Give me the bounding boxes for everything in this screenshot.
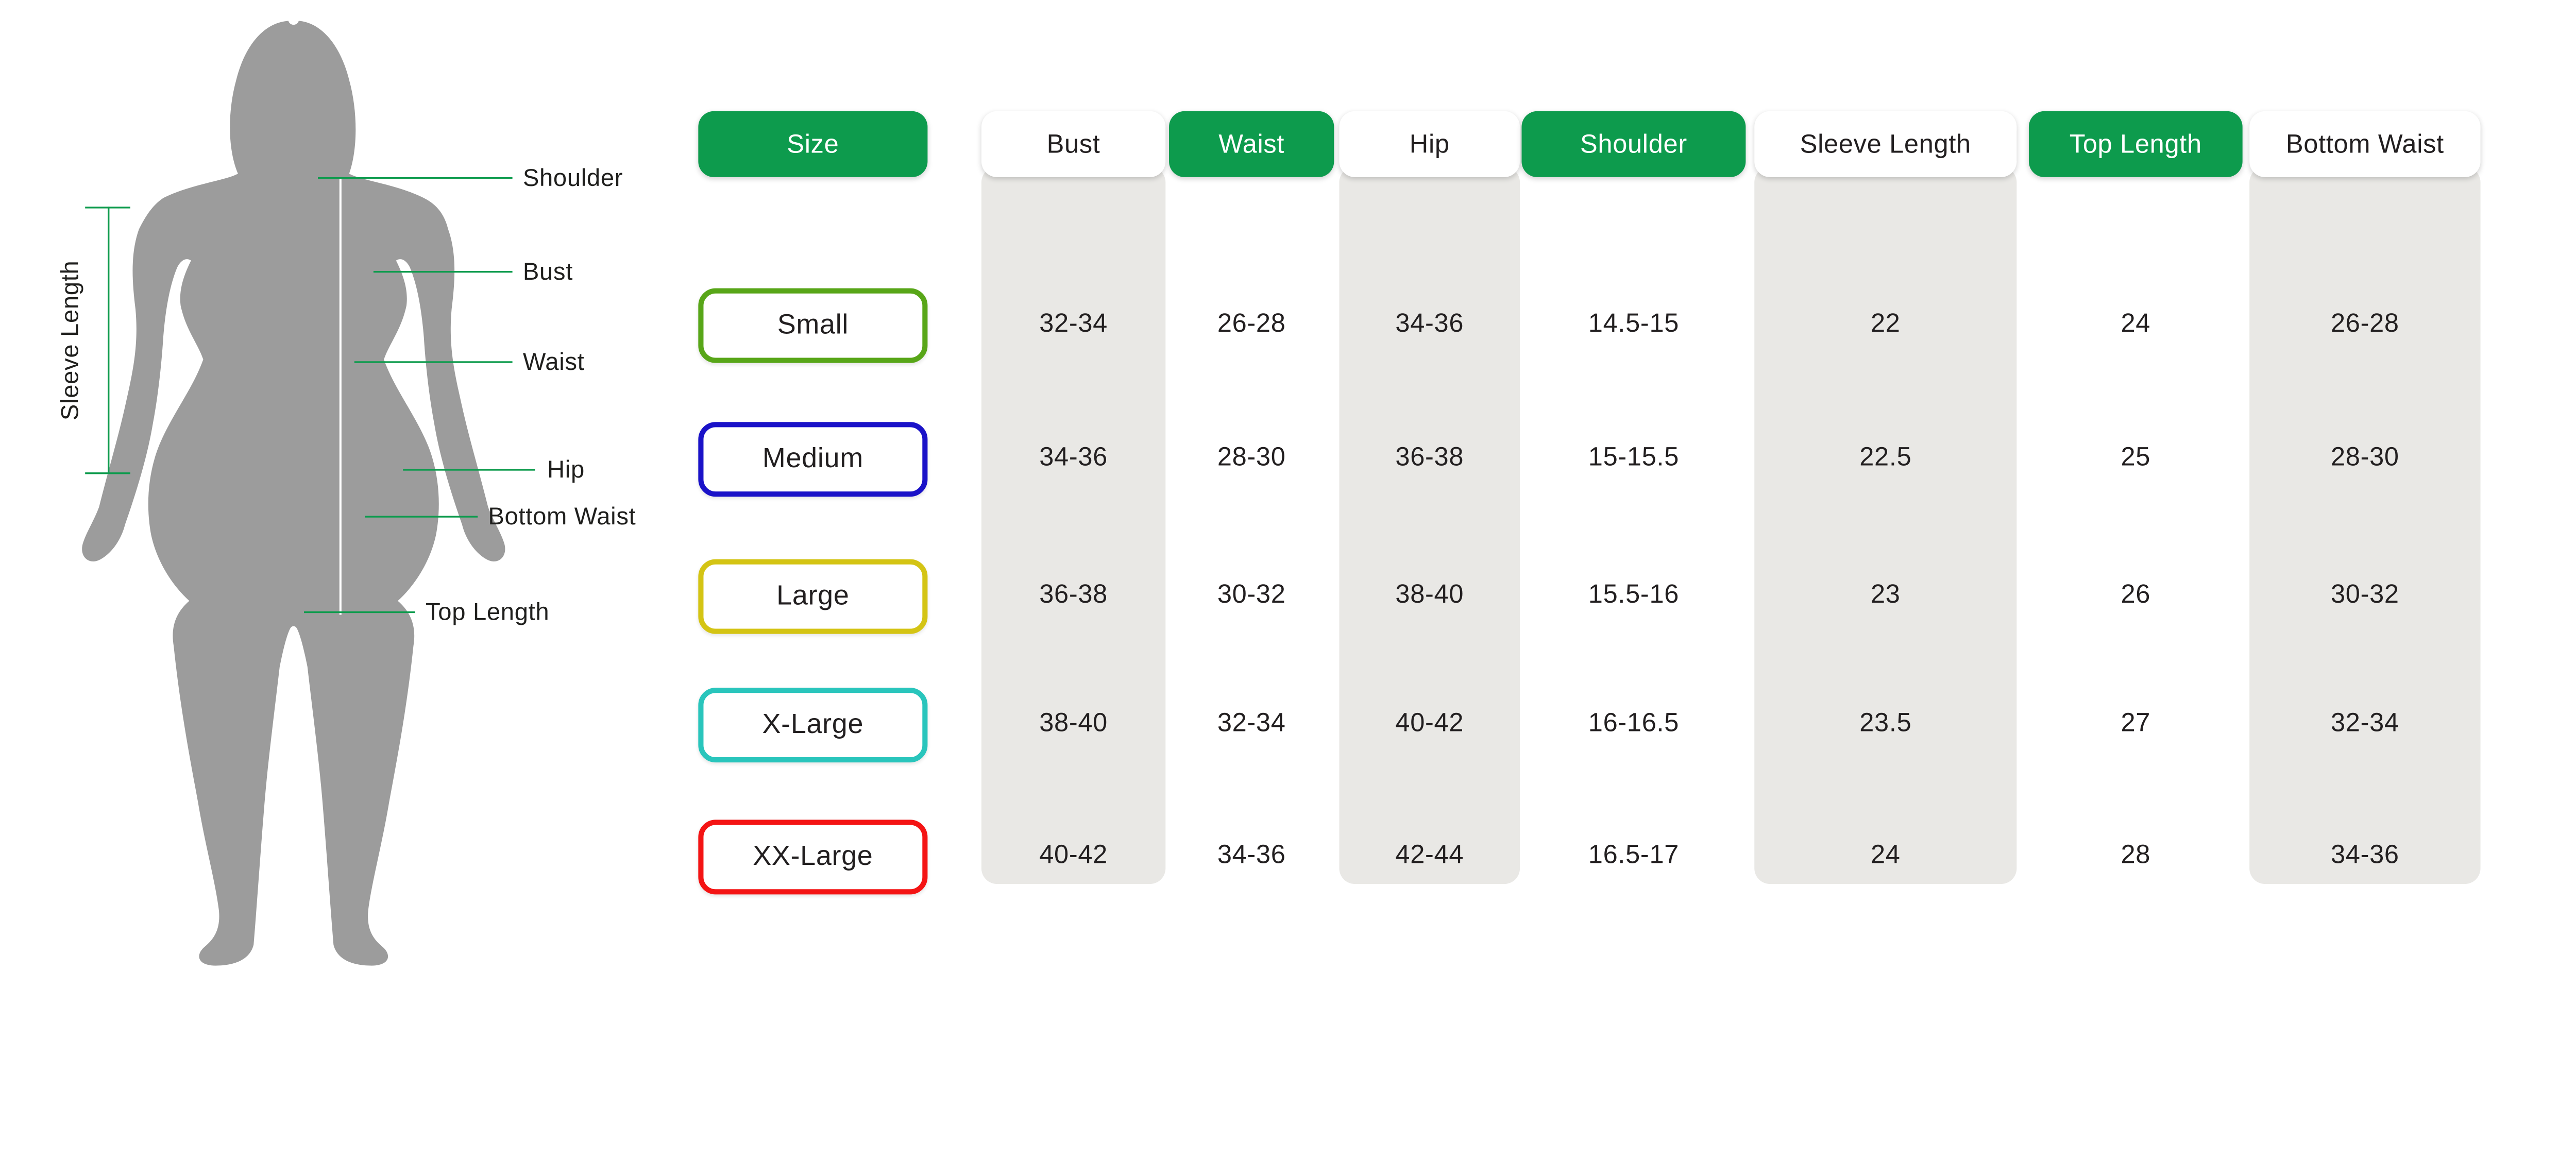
column-stripe-bottom-waist	[2249, 166, 2481, 884]
size-button-large-label: Large	[776, 581, 850, 611]
table-cell: 38-40	[1395, 580, 1464, 610]
table-cell: 30-32	[1217, 580, 1286, 610]
size-button-medium-label: Medium	[762, 444, 863, 473]
column-header-size-label: Size	[787, 129, 839, 159]
table-cell: 22	[1870, 309, 1901, 339]
table-cell: 24	[1870, 840, 1901, 871]
table-cell: 27	[2121, 708, 2151, 738]
column-header-size: Size	[698, 111, 928, 177]
table-cell: 28	[2121, 840, 2151, 871]
size-chart-infographic: Shoulder Bust Waist Hip Bottom Waist Top…	[55, 21, 2481, 966]
column-stripe-sleeve-length	[1754, 166, 2017, 884]
sleeve-length-axis-label: Sleeve Length	[55, 260, 83, 421]
table-cell: 14.5-15	[1588, 309, 1680, 339]
column-header-bottom-waist: Bottom Waist	[2249, 111, 2481, 177]
table-cell: 40-42	[1395, 708, 1464, 738]
column-header-shoulder-label: Shoulder	[1580, 129, 1687, 159]
table-cell: 28-30	[1217, 442, 1286, 473]
table-cell: 34-36	[1217, 840, 1286, 871]
table-cell: 15.5-16	[1588, 580, 1680, 610]
table-cell: 25	[2121, 442, 2151, 473]
size-button-xx-large-label: XX-Large	[753, 841, 873, 871]
waist-label: Waist	[522, 347, 585, 376]
table-cell: 23.5	[1859, 708, 1912, 738]
table-cell: 32-34	[1039, 309, 1108, 339]
column-stripe-bust	[981, 166, 1166, 884]
bottom-waist-label: Bottom Waist	[488, 502, 636, 530]
size-button-large[interactable]: Large	[698, 559, 928, 634]
hip-leader-line	[403, 469, 535, 471]
size-button-x-large-label: X-Large	[762, 709, 864, 739]
size-button-small[interactable]: Small	[698, 288, 928, 363]
table-cell: 24	[2121, 309, 2151, 339]
size-button-x-large[interactable]: X-Large	[698, 688, 928, 763]
column-header-top-length: Top Length	[2028, 111, 2243, 177]
column-header-shoulder: Shoulder	[1521, 111, 1746, 177]
table-cell: 34-36	[1039, 442, 1108, 473]
size-button-small-label: Small	[777, 310, 849, 340]
table-cell: 16-16.5	[1588, 708, 1680, 738]
shoulder-leader-line	[317, 177, 513, 180]
table-cell: 23	[1870, 580, 1901, 610]
waist-leader-line	[354, 361, 513, 364]
table-cell: 28-30	[2330, 442, 2399, 473]
table-cell: 38-40	[1039, 708, 1108, 738]
table-cell: 34-36	[2330, 840, 2399, 871]
shoulder-label: Shoulder	[522, 163, 623, 191]
sleeve-length-bracket-line	[108, 207, 110, 473]
top-length-leader-line	[304, 611, 415, 614]
table-cell: 32-34	[2330, 708, 2399, 738]
table-cell: 15-15.5	[1588, 442, 1680, 473]
column-header-bottom-waist-label: Bottom Waist	[2285, 129, 2444, 159]
size-button-medium[interactable]: Medium	[698, 422, 928, 497]
column-header-bust-label: Bust	[1046, 129, 1100, 159]
table-cell: 30-32	[2330, 580, 2399, 610]
column-header-waist: Waist	[1169, 111, 1334, 177]
table-cell: 26-28	[2330, 309, 2399, 339]
table-cell: 36-38	[1395, 442, 1464, 473]
table-cell: 34-36	[1395, 309, 1464, 339]
column-header-top-length-label: Top Length	[2069, 129, 2202, 159]
bust-label: Bust	[522, 257, 573, 285]
column-header-hip-label: Hip	[1409, 129, 1450, 159]
hip-label: Hip	[547, 455, 585, 483]
size-button-xx-large[interactable]: XX-Large	[698, 820, 928, 895]
bottom-waist-leader-line	[365, 516, 478, 518]
table-cell: 22.5	[1859, 442, 1912, 473]
table-cell: 42-44	[1395, 840, 1464, 871]
column-stripe-hip	[1339, 166, 1520, 884]
table-cell: 16.5-17	[1588, 840, 1680, 871]
column-header-sleeve-length-label: Sleeve Length	[1800, 129, 1971, 159]
table-cell: 40-42	[1039, 840, 1108, 871]
table-cell: 26	[2121, 580, 2151, 610]
table-cell: 26-28	[1217, 309, 1286, 339]
column-header-bust: Bust	[981, 111, 1166, 177]
table-cell: 36-38	[1039, 580, 1108, 610]
sleeve-length-bracket-bottom-cap	[85, 472, 130, 475]
top-length-label: Top Length	[426, 597, 550, 625]
bust-leader-line	[373, 270, 513, 274]
column-header-hip: Hip	[1339, 111, 1520, 177]
female-body-silhouette	[82, 21, 505, 966]
table-cell: 32-34	[1217, 708, 1286, 738]
column-header-waist-label: Waist	[1218, 129, 1285, 159]
column-header-sleeve-length: Sleeve Length	[1754, 111, 2017, 177]
